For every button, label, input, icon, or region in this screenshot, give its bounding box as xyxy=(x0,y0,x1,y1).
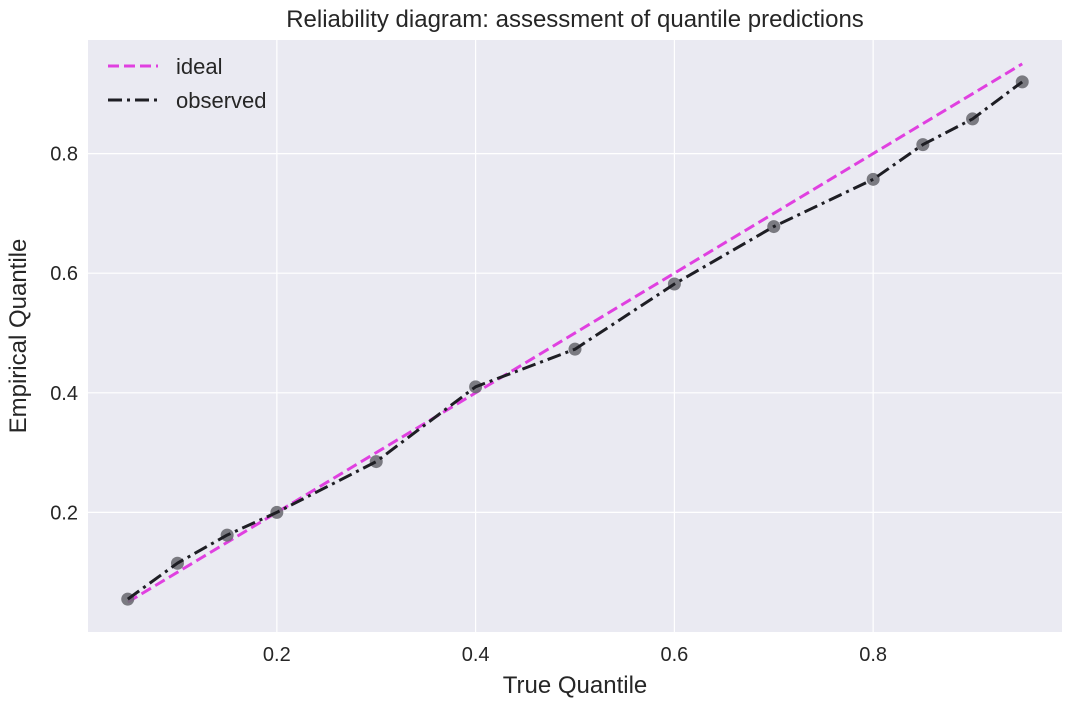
observed-line xyxy=(126,80,1024,601)
y-tick-label: 0.4 xyxy=(50,383,78,405)
tick-labels: 0.2 0.4 0.6 0.8 0.2 0.4 0.6 0.8 xyxy=(50,144,887,666)
y-tick-label: 0.2 xyxy=(50,502,78,524)
chart-title: Reliability diagram: assessment of quant… xyxy=(286,6,864,33)
y-tick-label: 0.6 xyxy=(50,263,78,285)
x-tick-label: 0.8 xyxy=(859,644,887,666)
legend-observed-label: observed xyxy=(176,88,267,113)
ideal-line xyxy=(127,62,1023,604)
y-axis-label: Empirical Quantile xyxy=(5,239,32,434)
series-layer xyxy=(121,62,1029,606)
legend-ideal-label: ideal xyxy=(176,54,222,79)
x-tick-label: 0.2 xyxy=(263,644,291,666)
x-axis-label: True Quantile xyxy=(503,672,648,699)
legend: ideal observed xyxy=(108,54,267,113)
x-tick-label: 0.4 xyxy=(462,644,490,666)
y-tick-label: 0.8 xyxy=(50,144,78,166)
grid-lines xyxy=(88,40,1062,632)
x-tick-label: 0.6 xyxy=(660,644,688,666)
